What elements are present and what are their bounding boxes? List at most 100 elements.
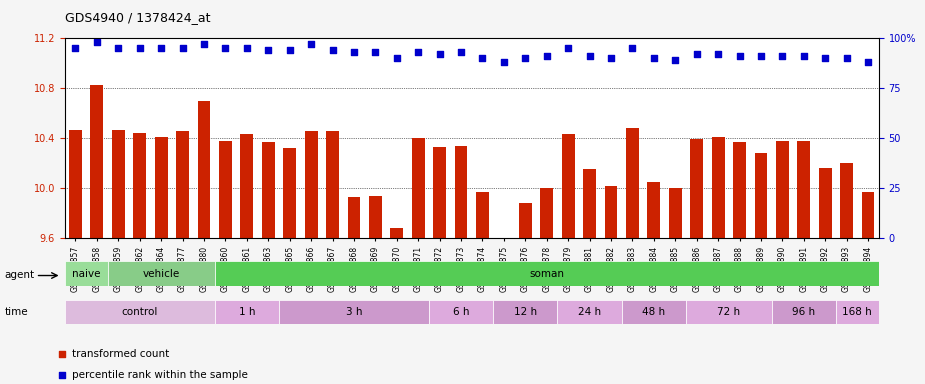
Point bbox=[754, 53, 769, 60]
Bar bbox=[690, 139, 703, 384]
Bar bbox=[112, 129, 125, 384]
Point bbox=[689, 51, 704, 58]
Point bbox=[303, 41, 318, 48]
Point bbox=[625, 45, 640, 51]
Point bbox=[647, 55, 661, 61]
FancyBboxPatch shape bbox=[686, 300, 771, 324]
Bar bbox=[840, 163, 853, 384]
Bar bbox=[91, 84, 104, 384]
Point bbox=[154, 45, 168, 51]
Point bbox=[68, 45, 83, 51]
Bar bbox=[561, 134, 574, 384]
Bar bbox=[348, 197, 361, 384]
Bar bbox=[283, 148, 296, 384]
Point bbox=[90, 39, 105, 45]
Point bbox=[411, 49, 426, 55]
Point bbox=[347, 49, 362, 55]
Point bbox=[860, 59, 875, 65]
Text: 48 h: 48 h bbox=[642, 307, 665, 317]
Point bbox=[796, 53, 811, 60]
FancyBboxPatch shape bbox=[429, 300, 493, 324]
Bar bbox=[369, 195, 382, 384]
Text: 12 h: 12 h bbox=[513, 307, 536, 317]
Point bbox=[132, 45, 147, 51]
Bar bbox=[412, 138, 425, 384]
FancyBboxPatch shape bbox=[215, 261, 879, 286]
Point bbox=[475, 55, 490, 61]
Point bbox=[432, 51, 447, 58]
Bar bbox=[519, 203, 532, 384]
FancyBboxPatch shape bbox=[65, 300, 215, 324]
Point bbox=[325, 47, 339, 53]
Text: 1 h: 1 h bbox=[239, 307, 255, 317]
Text: time: time bbox=[5, 307, 29, 317]
Point bbox=[342, 274, 357, 280]
Bar bbox=[262, 142, 275, 384]
Point bbox=[710, 51, 725, 58]
Bar bbox=[476, 192, 489, 384]
Bar bbox=[198, 101, 210, 384]
FancyBboxPatch shape bbox=[771, 300, 836, 324]
Bar bbox=[154, 137, 167, 384]
Bar bbox=[861, 192, 874, 384]
Bar bbox=[605, 186, 617, 384]
Bar bbox=[240, 134, 253, 384]
FancyBboxPatch shape bbox=[558, 300, 622, 324]
Text: 6 h: 6 h bbox=[453, 307, 469, 317]
Bar bbox=[755, 153, 768, 384]
Point bbox=[342, 86, 357, 92]
Point bbox=[497, 59, 512, 65]
Text: 24 h: 24 h bbox=[578, 307, 601, 317]
Bar bbox=[648, 182, 660, 384]
Point bbox=[111, 45, 126, 51]
Text: soman: soman bbox=[529, 268, 564, 279]
Point bbox=[453, 49, 468, 55]
Point bbox=[518, 55, 533, 61]
Point bbox=[818, 55, 833, 61]
Point bbox=[175, 45, 190, 51]
Point bbox=[282, 47, 297, 53]
Bar bbox=[626, 128, 639, 384]
Point bbox=[368, 49, 383, 55]
Text: vehicle: vehicle bbox=[142, 268, 179, 279]
Point bbox=[732, 53, 746, 60]
Bar bbox=[176, 131, 189, 384]
Text: 72 h: 72 h bbox=[717, 307, 740, 317]
Point bbox=[197, 41, 212, 48]
FancyBboxPatch shape bbox=[65, 261, 107, 286]
Bar bbox=[304, 131, 317, 384]
Text: 3 h: 3 h bbox=[346, 307, 363, 317]
Text: 96 h: 96 h bbox=[792, 307, 815, 317]
Point bbox=[839, 55, 854, 61]
Bar bbox=[133, 133, 146, 384]
FancyBboxPatch shape bbox=[215, 300, 279, 324]
FancyBboxPatch shape bbox=[107, 261, 215, 286]
Point bbox=[775, 53, 790, 60]
Bar bbox=[327, 131, 339, 384]
Point bbox=[561, 45, 575, 51]
Bar bbox=[734, 142, 746, 384]
Point bbox=[604, 55, 619, 61]
Bar bbox=[797, 141, 810, 384]
Text: percentile rank within the sample: percentile rank within the sample bbox=[72, 370, 248, 380]
Bar bbox=[69, 129, 82, 384]
Text: GDS4940 / 1378424_at: GDS4940 / 1378424_at bbox=[65, 12, 210, 25]
Point bbox=[668, 57, 683, 63]
Bar bbox=[219, 141, 232, 384]
Bar bbox=[540, 188, 553, 384]
Bar bbox=[819, 168, 832, 384]
FancyBboxPatch shape bbox=[622, 300, 686, 324]
FancyBboxPatch shape bbox=[836, 300, 879, 324]
Text: 168 h: 168 h bbox=[843, 307, 872, 317]
Point bbox=[261, 47, 276, 53]
FancyBboxPatch shape bbox=[279, 300, 429, 324]
Text: agent: agent bbox=[5, 270, 35, 280]
Bar bbox=[454, 146, 467, 384]
FancyBboxPatch shape bbox=[493, 300, 558, 324]
Bar bbox=[711, 137, 724, 384]
Bar bbox=[390, 228, 403, 384]
Bar bbox=[498, 246, 511, 384]
Point bbox=[240, 45, 254, 51]
Point bbox=[389, 55, 404, 61]
Point bbox=[539, 53, 554, 60]
